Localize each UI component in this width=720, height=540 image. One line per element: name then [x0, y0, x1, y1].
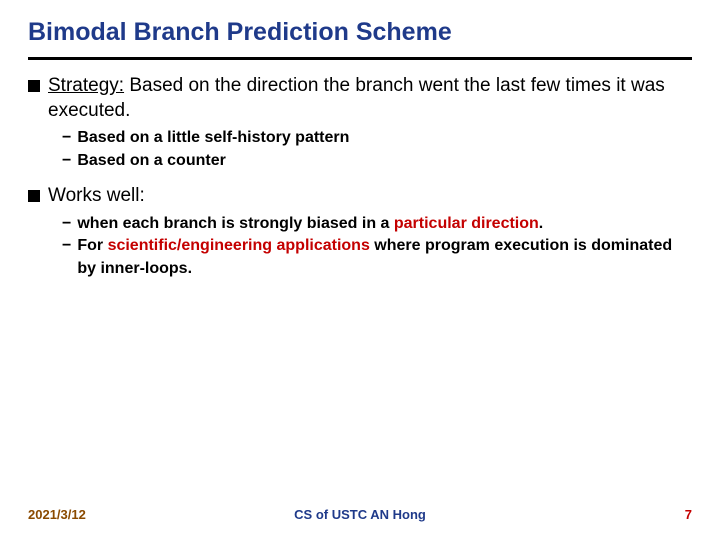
dash-icon: − — [62, 213, 71, 235]
slide-title: Bimodal Branch Prediction Scheme — [28, 18, 692, 47]
bullet-rest: Works well: — [48, 185, 145, 206]
sub-bullet: − For scientific/engineering application… — [62, 235, 692, 280]
sub-bullet: − when each branch is strongly biased in… — [62, 213, 692, 235]
bullet-works-well: Works well: — [28, 184, 692, 209]
bullet-rest: Based on the direction the branch went t… — [48, 75, 665, 121]
bullet-strategy: Strategy: Based on the direction the bra… — [28, 74, 692, 123]
title-rule — [28, 57, 692, 60]
bullet-lead: Strategy: — [48, 75, 124, 96]
dash-icon: − — [62, 150, 71, 172]
sub-highlight: scientific/engineering applications — [108, 237, 370, 254]
sub-post: . — [539, 215, 543, 232]
sub-bullet: − Based on a counter — [62, 150, 692, 172]
footer-date: 2021/3/12 — [28, 507, 86, 522]
sub-bullet: − Based on a little self-history pattern — [62, 127, 692, 149]
sub-highlight: particular direction — [394, 215, 539, 232]
slide-footer: 2021/3/12 CS of USTC AN Hong 7 — [28, 507, 692, 522]
sub-text: Based on a counter — [77, 150, 692, 172]
dash-icon: − — [62, 127, 71, 149]
dash-icon: − — [62, 235, 71, 280]
square-bullet-icon — [28, 190, 40, 202]
sub-text: Based on a little self-history pattern — [77, 127, 692, 149]
sub-pre: For — [77, 237, 107, 254]
sub-pre: when each branch is strongly biased in a — [77, 215, 394, 232]
footer-page: 7 — [685, 507, 692, 522]
square-bullet-icon — [28, 80, 40, 92]
footer-center: CS of USTC AN Hong — [294, 507, 426, 522]
